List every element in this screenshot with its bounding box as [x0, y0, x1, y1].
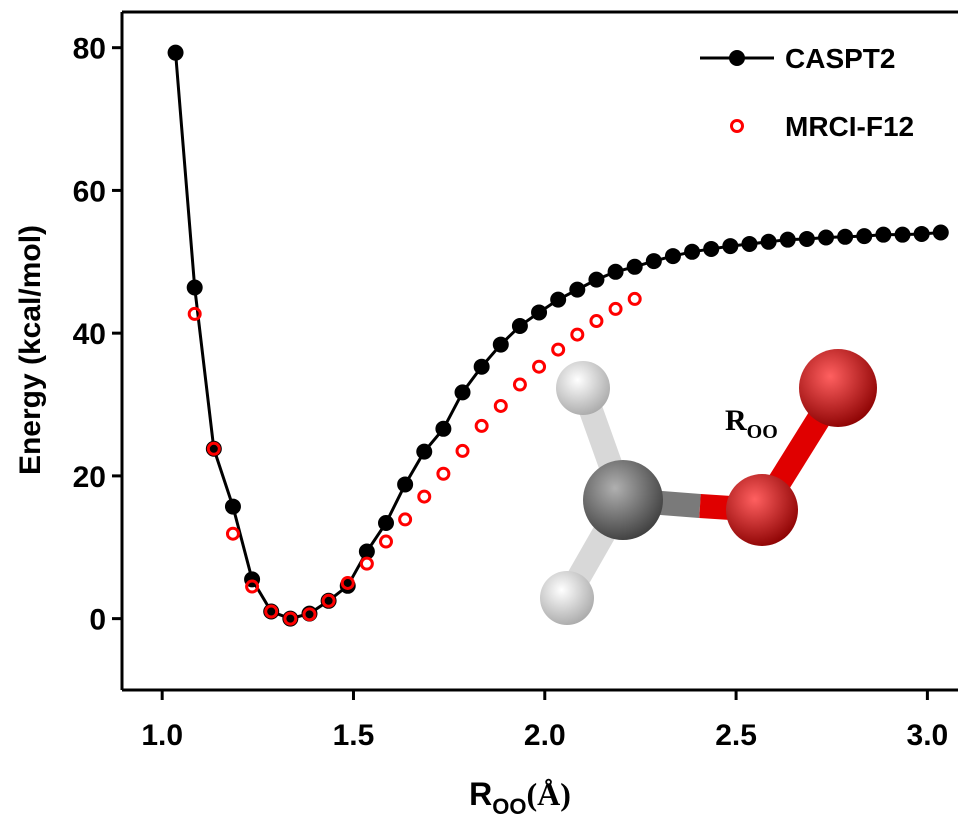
- data-point: [779, 231, 796, 248]
- data-point: [511, 318, 528, 335]
- data-point: [760, 233, 777, 250]
- data-point: [856, 228, 873, 245]
- data-point: [397, 476, 414, 493]
- data-point: [167, 44, 184, 61]
- data-point: [913, 225, 930, 242]
- data-point: [798, 230, 815, 247]
- data-point: [302, 607, 317, 622]
- data-point: [837, 228, 854, 245]
- legend-label: CASPT2: [785, 43, 895, 74]
- data-point: [321, 593, 336, 608]
- x-tick-label: 2.0: [524, 719, 566, 752]
- data-point: [512, 377, 527, 392]
- data-point: [741, 235, 758, 252]
- data-point: [607, 263, 624, 280]
- data-point: [626, 258, 643, 275]
- data-point: [551, 342, 566, 357]
- x-tick-label: 2.5: [715, 719, 757, 752]
- data-point: [894, 226, 911, 243]
- y-tick-label: 20: [73, 461, 106, 494]
- y-tick-label: 60: [73, 175, 106, 208]
- data-point: [206, 441, 221, 456]
- legend-label: MRCI-F12: [785, 111, 914, 142]
- data-point: [378, 514, 394, 531]
- x-tick-label: 1.5: [333, 719, 375, 752]
- data-point: [818, 229, 834, 246]
- data-point: [473, 358, 490, 375]
- data-point: [531, 304, 548, 321]
- data-point: [225, 526, 240, 541]
- data-point: [550, 291, 567, 308]
- data-point: [186, 279, 203, 296]
- annotation: ROO: [725, 404, 778, 443]
- y-tick-label: 40: [73, 318, 106, 351]
- data-point: [722, 238, 739, 255]
- data-point: [379, 534, 393, 549]
- molecule: ROO: [540, 349, 877, 625]
- data-point: [416, 443, 433, 460]
- data-point: [435, 420, 452, 437]
- data-point: [589, 314, 604, 329]
- data-point: [436, 466, 451, 481]
- x-tick-label: 3.0: [907, 719, 949, 752]
- data-point: [703, 240, 720, 257]
- data-point: [187, 306, 202, 321]
- data-point: [664, 248, 681, 265]
- data-point: [245, 579, 260, 594]
- data-point: [627, 291, 642, 306]
- legend-marker: [730, 119, 744, 133]
- data-point: [340, 575, 355, 590]
- data-point: [493, 398, 508, 413]
- x-axis-label: ROO(Å): [469, 776, 571, 819]
- data-point: [645, 253, 662, 270]
- data-point: [492, 336, 509, 353]
- data-point: [532, 359, 547, 374]
- data-point: [359, 556, 374, 571]
- data-point: [264, 604, 279, 619]
- data-point: [569, 281, 586, 298]
- data-point: [455, 443, 470, 458]
- data-point: [417, 489, 432, 504]
- y-tick-label: 0: [89, 604, 106, 637]
- data-point: [283, 611, 298, 626]
- data-point: [608, 301, 623, 316]
- x-tick-label: 1.0: [141, 719, 183, 752]
- data-point: [454, 384, 471, 401]
- data-point: [224, 498, 241, 515]
- y-axis-label: Energy (kcal/mol): [14, 225, 47, 475]
- data-point: [588, 271, 605, 288]
- data-point: [684, 243, 701, 260]
- data-point: [474, 418, 489, 433]
- legend-marker: [729, 50, 745, 66]
- data-point: [570, 327, 585, 342]
- data-point: [398, 512, 413, 527]
- y-tick-label: 80: [73, 33, 106, 66]
- data-point: [932, 224, 949, 241]
- data-point: [875, 226, 892, 243]
